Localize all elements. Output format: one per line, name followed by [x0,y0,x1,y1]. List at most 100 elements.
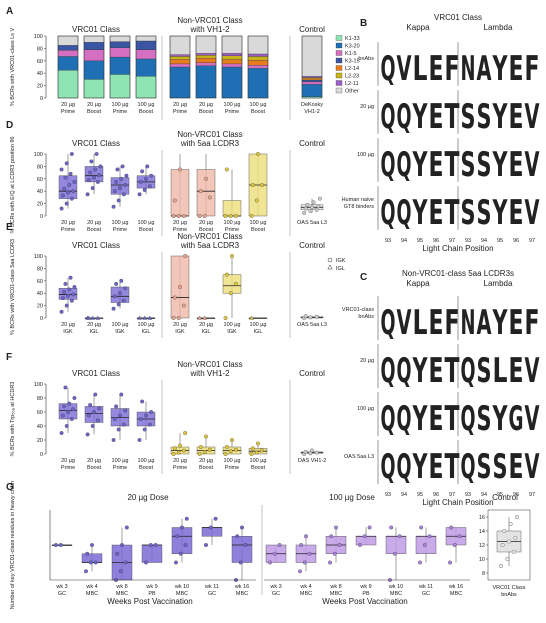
data-point [184,516,189,521]
logo-row-label: 100 µg [357,152,374,158]
data-point [95,418,100,423]
stack-segment-K3-15 [109,41,131,48]
data-point [138,179,143,184]
x-tick-label: 100 µg [224,102,241,108]
x-tick-label: Boost [199,465,214,471]
logo-letter: Q [397,193,412,233]
x-tick-label: 100 µg [250,220,267,226]
data-point [98,164,103,169]
data-point [174,560,178,565]
x-tick-label: wk 9 [145,584,157,590]
data-point [457,534,462,539]
logo-letter: Y [412,193,428,233]
data-point [314,450,319,455]
panel-letter-d: D [6,120,13,131]
stack-segment-L2-11 [301,76,323,78]
data-point [118,291,122,296]
x-tick-label: MBC [116,591,128,597]
y-tick-label: 20 [37,84,43,90]
x-tick-label: Prime [225,227,239,233]
stack-segment-L2-11 [247,53,269,57]
data-point [362,534,367,539]
data-point [178,167,182,172]
data-point [118,413,122,418]
data-point [142,427,147,432]
panel-g-title-100: 100 µg Dose [329,493,375,502]
stack-segment-L2-23 [169,56,191,60]
data-point [142,315,147,320]
data-point [67,183,72,187]
data-point [137,192,142,197]
data-point [302,560,307,565]
stack-segment-K3-20 [57,56,79,71]
x-tick-label: Prime [113,109,127,115]
data-point [305,202,310,207]
panel-title-sub: with VH1-2 [189,369,230,378]
data-point [176,214,181,218]
data-point [502,529,507,534]
data-point [250,183,255,187]
box [231,536,253,563]
logo-letter: Q [397,97,412,137]
data-point [121,298,126,303]
data-point [310,448,314,453]
data-point [204,434,208,439]
data-point [95,315,101,320]
logo-x-tick: 94 [401,492,407,498]
data-point [62,290,67,294]
stack-segment-Other [221,35,243,54]
logo-letter: Q [397,399,412,439]
data-point [314,314,319,319]
data-point [233,214,238,218]
data-point [256,441,260,446]
data-point [508,522,513,527]
logo-letter: V [525,193,540,233]
x-tick-label: PB [148,591,156,597]
data-point [303,449,308,454]
x-tick-label: GC [58,591,66,597]
data-point [277,543,282,547]
data-point [317,196,322,201]
data-point [58,543,63,547]
y-axis-label: % BCRs with E/Q at LCDR3 position 96 [10,137,16,234]
stack-segment-K3-15 [57,45,79,51]
logo-letter: Y [492,97,508,137]
stack-segment-K1-33 [135,76,157,99]
logo-letter: Y [492,399,508,439]
logo-letter: E [509,145,524,185]
logo-letter: T [445,97,461,137]
data-point [254,450,259,455]
data-point [197,315,202,320]
logo-row-label: 20 µg [360,358,374,364]
data-point [181,448,186,453]
data-point [224,272,229,277]
data-point [505,557,510,562]
stack-segment-K1-5 [135,49,157,60]
y-tick-label: 0 [40,452,43,458]
data-point [147,184,152,189]
stack-segment-Other [169,35,191,55]
data-point [178,551,183,556]
data-point [513,536,518,541]
logo-letter: E [429,49,444,89]
logo-letter: E [429,193,444,233]
data-point [121,192,126,197]
stack-segment-Other [247,35,269,55]
stack-segment-K3-15 [83,42,105,50]
data-point [137,315,142,320]
legend-label: K1-5 [345,51,357,57]
y-tick-label: 0 [40,316,43,322]
data-point [332,551,337,556]
y-axis-label: % BCRs with VRC01-class Ls V [10,28,16,107]
x-tick-label: IGK [175,329,185,335]
logo-letter: E [429,399,444,439]
data-point [59,167,64,172]
logo-letter: T [445,145,461,185]
logo-letter: E [509,193,524,233]
data-point [63,281,68,286]
x-tick-label: 100 µg [112,322,129,328]
logo-letter: Y [492,303,508,343]
logo-letter: E [509,303,524,343]
data-point [85,432,90,437]
x-tick-label: Prime [61,465,75,471]
